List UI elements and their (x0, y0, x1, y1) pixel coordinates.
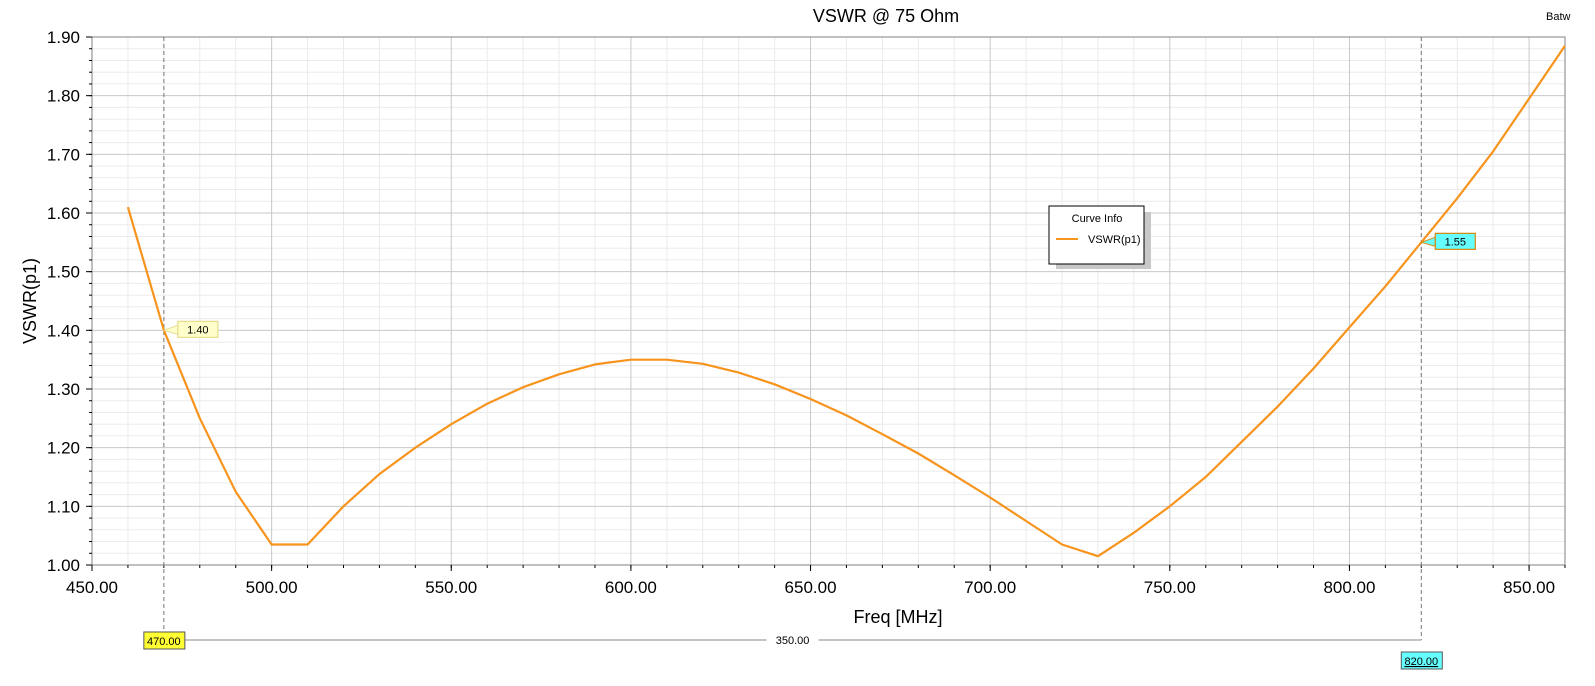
y-tick-label: 1.10 (47, 497, 80, 516)
y-axis-label: VSWR(p1) (20, 258, 40, 344)
y-tick-label: 1.20 (47, 439, 80, 458)
marker-value-label: 1.55 (1445, 236, 1466, 248)
x-tick-label: 800.00 (1323, 578, 1375, 597)
marker-x-label: 820.00 (1404, 656, 1438, 668)
delta-label: 350.00 (776, 635, 810, 647)
chart-title: VSWR @ 75 Ohm (813, 6, 959, 26)
marker-x-label: 470.00 (147, 636, 181, 648)
legend-entry: VSWR(p1) (1088, 234, 1141, 246)
marker-labels: 1.40 470.00 1.55 820.00 350.00 (143, 232, 1476, 670)
x-tick-label: 600.00 (605, 578, 657, 597)
axes: 450.00 500.00 550.00 600.00 650.00 700.00 750.… (47, 28, 1566, 597)
marker-value-box[interactable] (1434, 232, 1476, 250)
legend[interactable]: Curve Info VSWR(p1) (1048, 205, 1151, 269)
y-tick-label: 1.00 (47, 556, 80, 575)
x-tick-label: 850.00 (1503, 578, 1555, 597)
plot-frame (91, 36, 1566, 566)
marker-lines (163, 37, 1422, 640)
y-tick-label: 1.60 (47, 204, 80, 223)
legend-box (1048, 205, 1145, 265)
x-tick-label: 700.00 (964, 578, 1016, 597)
x-tick-label: 550.00 (425, 578, 477, 597)
y-tick-label: 1.80 (47, 87, 80, 106)
y-tick-label: 1.40 (47, 321, 80, 340)
marker-value-box[interactable] (177, 320, 219, 338)
corner-text: Batw (1546, 11, 1571, 23)
x-tick-label: 500.00 (246, 578, 298, 597)
legend-title: Curve Info (1072, 213, 1123, 225)
y-tick-label: 1.70 (47, 145, 80, 164)
grid (91, 36, 1566, 566)
series-line-vswr (126, 45, 1566, 558)
marker-value-label: 1.40 (187, 324, 208, 336)
y-tick-label: 1.50 (47, 263, 80, 282)
series-layer (126, 45, 1566, 558)
x-tick-label: 450.00 (66, 578, 118, 597)
y-tick-label: 1.30 (47, 380, 80, 399)
marker-x-box[interactable] (1400, 651, 1443, 670)
x-tick-label: 650.00 (785, 578, 837, 597)
x-tick-label: 750.00 (1144, 578, 1196, 597)
x-axis-label: Freq [MHz] (853, 607, 942, 627)
y-tick-label: 1.90 (47, 28, 80, 47)
